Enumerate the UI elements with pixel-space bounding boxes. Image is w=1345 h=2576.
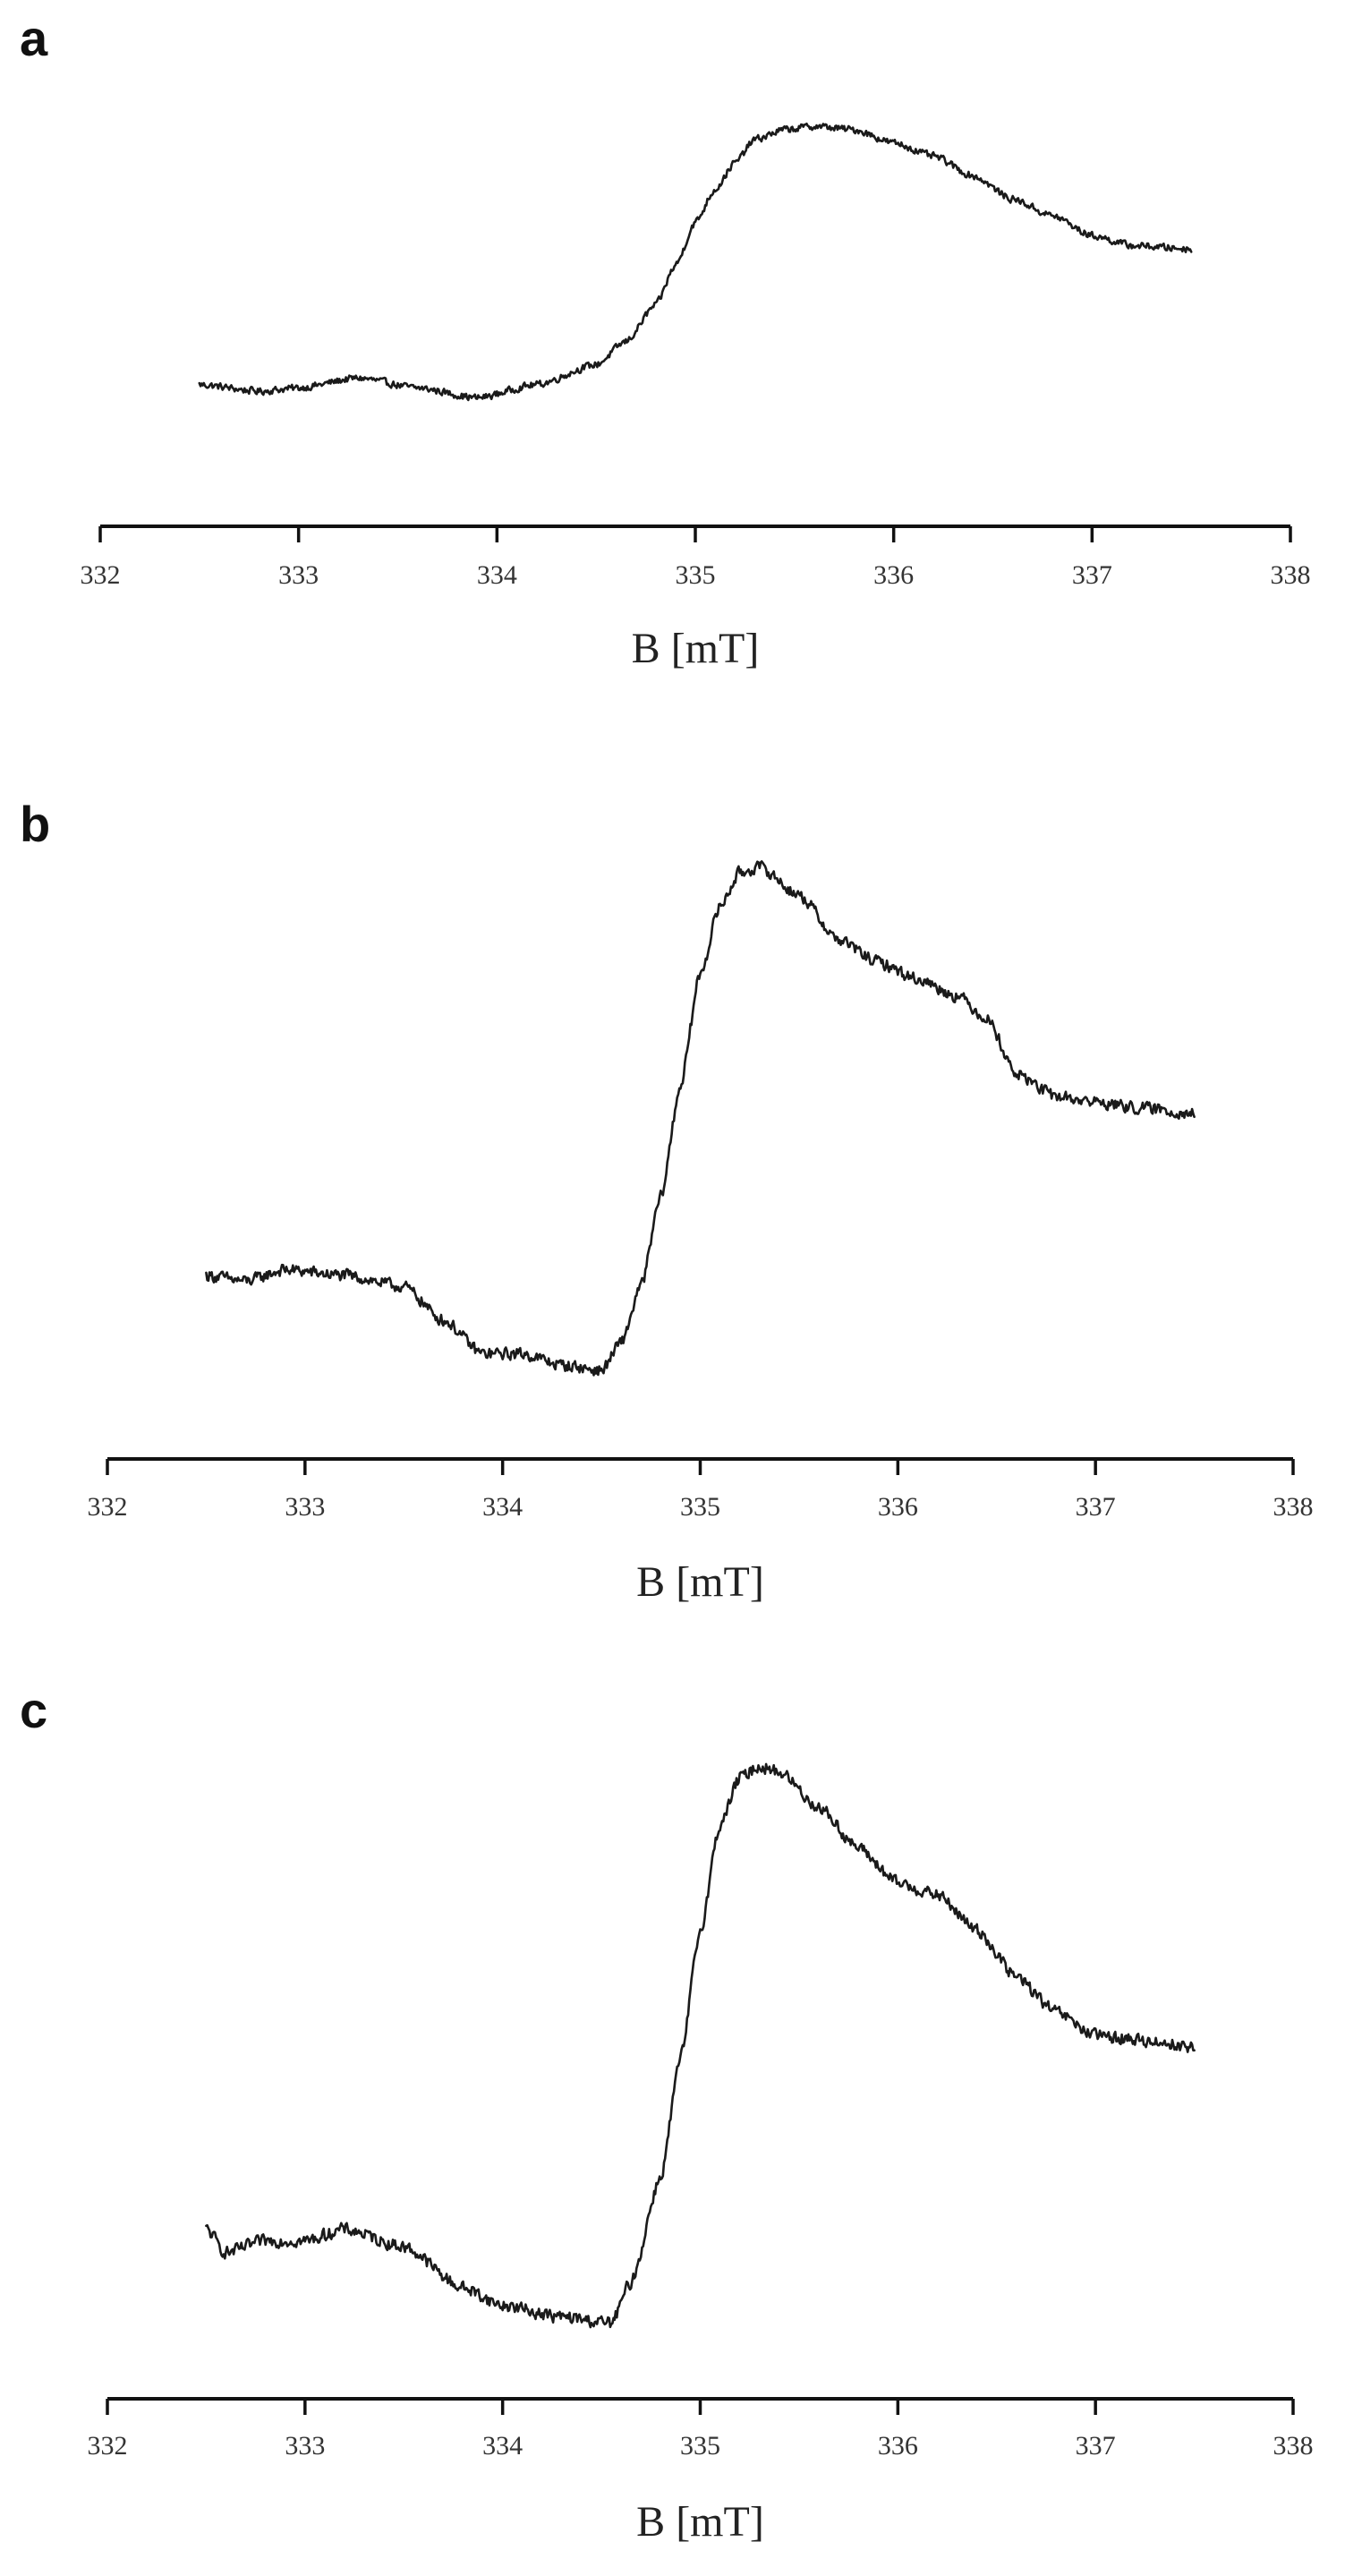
x-tick-label-c-338: 338: [1273, 2431, 1314, 2461]
panel-letter-b: b: [20, 796, 50, 852]
spectrum-line-a: [198, 122, 1193, 402]
x-tick-label-b-337: 337: [1076, 1492, 1116, 1522]
spectrum-line-c: [205, 1762, 1196, 2329]
x-tick-label-c-332: 332: [88, 2431, 128, 2461]
panel-b: b 332 333 334 335 336 337 338 B [mT]: [20, 796, 1314, 1606]
x-tick-label-a-334: 334: [477, 560, 517, 590]
x-tick-label-b-336: 336: [878, 1492, 918, 1522]
x-tick-label-c-334: 334: [482, 2431, 523, 2461]
x-tick-label-b-333: 333: [285, 1492, 325, 1522]
x-axis-title-b: B [mT]: [636, 1558, 764, 1606]
x-tick-label-b-335: 335: [680, 1492, 720, 1522]
x-tick-label-c-337: 337: [1076, 2431, 1116, 2461]
x-tick-label-a-337: 337: [1072, 560, 1112, 590]
x-tick-label-a-336: 336: [873, 560, 914, 590]
panel-c: c 332 333 334 335 336 337 338 B [mT]: [20, 1682, 1314, 2546]
x-tick-label-b-338: 338: [1273, 1492, 1314, 1522]
x-tick-label-b-332: 332: [88, 1492, 128, 1522]
x-tick-label-b-334: 334: [482, 1492, 523, 1522]
x-tick-label-a-333: 333: [278, 560, 319, 590]
panel-letter-a: a: [20, 10, 48, 66]
x-tick-label-a-332: 332: [81, 560, 121, 590]
x-axis-title-a: B [mT]: [632, 625, 760, 672]
x-tick-label-c-335: 335: [680, 2431, 720, 2461]
x-tick-label-c-336: 336: [878, 2431, 918, 2461]
x-axis-title-c: B [mT]: [636, 2498, 764, 2546]
x-tick-label-c-333: 333: [285, 2431, 325, 2461]
x-tick-label-a-338: 338: [1271, 560, 1311, 590]
spectrum-line-b: [205, 860, 1196, 1377]
panel-a: a 332 333 334 335 336 337 338 B [mT]: [20, 10, 1311, 672]
x-tick-label-a-335: 335: [676, 560, 716, 590]
panel-letter-c: c: [20, 1682, 47, 1738]
